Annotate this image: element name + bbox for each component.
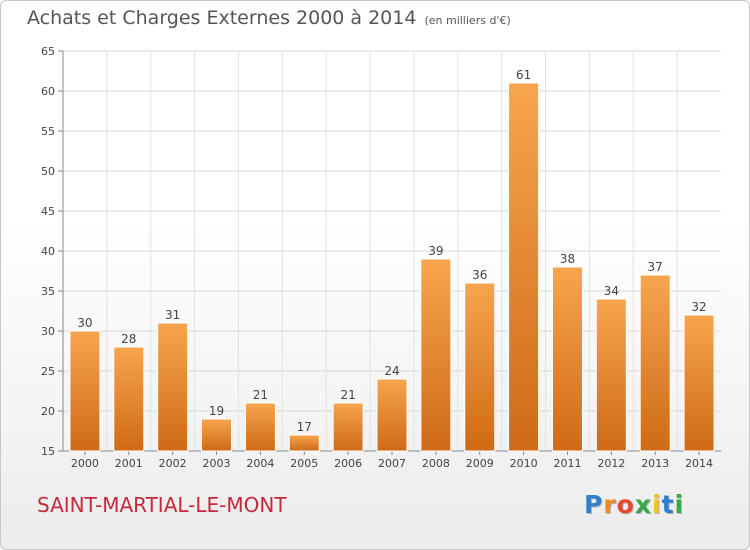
x-tick-labels: 2000 2001 2002 2003 2004 2005 2006 2007 2008 2009… — [71, 457, 713, 470]
data-label-2002: 31 — [165, 308, 180, 322]
x-tick-label: 2001 — [115, 457, 143, 470]
bar-2009 — [464, 282, 496, 452]
y-tick-label: 15 — [41, 445, 55, 458]
data-labels: 30 28 31 19 21 17 21 24 39 36 61 38 34 37 32 — [77, 68, 706, 434]
chart-unit-label: (en milliers d'€) — [424, 14, 511, 27]
data-label-2013: 37 — [648, 260, 663, 274]
data-label-2012: 34 — [604, 284, 619, 298]
logo-letter: t — [661, 490, 675, 519]
x-tick-label: 2011 — [553, 457, 581, 470]
bar-2004 — [244, 402, 276, 452]
x-tick-label: 2005 — [290, 457, 318, 470]
y-tick-labels: 15 20 25 30 35 40 45 50 55 60 65 — [41, 45, 55, 458]
bars — [69, 82, 715, 452]
bar-2013 — [639, 274, 671, 452]
data-label-2010: 61 — [516, 68, 531, 82]
x-tick-label: 2004 — [246, 457, 274, 470]
bar-2005 — [288, 434, 320, 452]
logo-letter: i — [674, 490, 685, 519]
data-label-2005: 17 — [297, 420, 312, 434]
y-tick-label: 25 — [41, 365, 55, 378]
data-label-2007: 24 — [384, 364, 399, 378]
data-label-2000: 30 — [77, 316, 92, 330]
bar-2011 — [551, 266, 583, 452]
x-tick-label: 2006 — [334, 457, 362, 470]
proxiti-logo: Proxiti — [584, 490, 684, 519]
data-label-2001: 28 — [121, 332, 136, 346]
bar-2006 — [332, 402, 364, 452]
bar-2010 — [508, 82, 540, 452]
y-tick-label: 50 — [41, 165, 55, 178]
x-tick-label: 2010 — [510, 457, 538, 470]
data-label-2011: 38 — [560, 252, 575, 266]
y-tick-label: 40 — [41, 245, 55, 258]
y-tick-label: 55 — [41, 125, 55, 138]
x-tick-label: 2008 — [422, 457, 450, 470]
data-label-2009: 36 — [472, 268, 487, 282]
data-label-2003: 19 — [209, 404, 224, 418]
logo-letter: P — [584, 490, 604, 519]
y-tick-label: 45 — [41, 205, 55, 218]
data-label-2004: 21 — [253, 388, 268, 402]
bar-2002 — [157, 322, 189, 452]
logo-letter: r — [603, 490, 617, 519]
x-tick-label: 2009 — [466, 457, 494, 470]
chart-title-text: Achats et Charges Externes 2000 à 2014 — [27, 7, 417, 29]
chart-title: Achats et Charges Externes 2000 à 2014 (e… — [27, 7, 511, 29]
y-tick-label: 60 — [41, 85, 55, 98]
bar-2014 — [683, 314, 715, 452]
bar-2000 — [69, 330, 101, 452]
logo-letter: x — [634, 490, 652, 519]
data-label-2008: 39 — [428, 244, 443, 258]
y-tick-label: 20 — [41, 405, 55, 418]
logo-letter: i — [652, 490, 662, 519]
logo-letter: o — [616, 490, 635, 519]
bar-2001 — [113, 346, 145, 452]
bar-2012 — [595, 298, 627, 452]
y-tick-label: 65 — [41, 45, 55, 58]
commune-name: SAINT-MARTIAL-LE-MONT — [37, 493, 287, 517]
bar-2008 — [420, 258, 452, 452]
x-tick-label: 2003 — [203, 457, 231, 470]
data-label-2006: 21 — [340, 388, 355, 402]
x-tick-label: 2014 — [685, 457, 713, 470]
y-tick-label: 30 — [41, 325, 55, 338]
x-tick-label: 2013 — [641, 457, 669, 470]
x-tick-label: 2012 — [597, 457, 625, 470]
data-label-2014: 32 — [691, 300, 706, 314]
bar-2003 — [201, 418, 233, 452]
x-tick-label: 2000 — [71, 457, 99, 470]
bar-2007 — [376, 378, 408, 452]
x-tick-label: 2007 — [378, 457, 406, 470]
x-tick-label: 2002 — [159, 457, 187, 470]
y-tick-label: 35 — [41, 285, 55, 298]
